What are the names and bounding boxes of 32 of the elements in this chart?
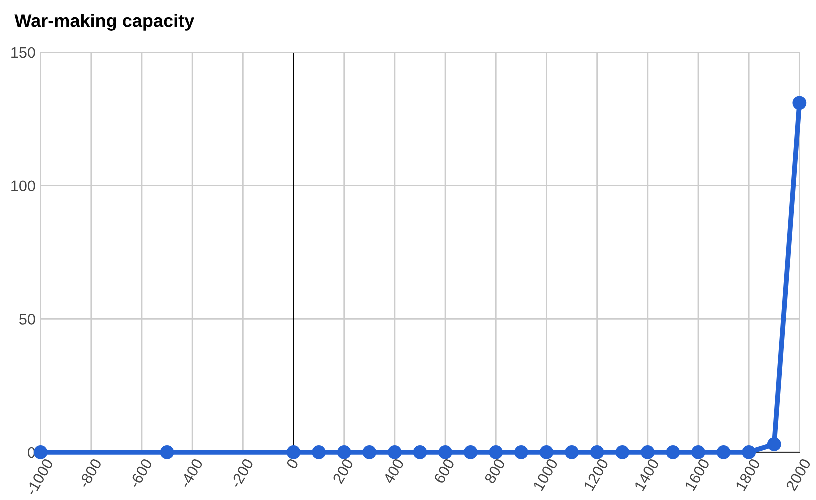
point	[590, 446, 604, 460]
point	[160, 446, 174, 460]
y-tick-label: 150	[12, 47, 36, 58]
point	[792, 96, 807, 110]
point	[489, 446, 504, 460]
x-tick-label: 0	[286, 458, 300, 470]
point	[438, 446, 452, 460]
y-tick-label: 100	[12, 180, 36, 192]
point	[565, 446, 579, 460]
point	[716, 446, 731, 460]
point	[767, 438, 782, 452]
point	[388, 446, 402, 460]
point	[616, 446, 630, 460]
y-tick-label: 50	[20, 314, 36, 325]
x-tick-label: 400	[382, 458, 405, 485]
point	[362, 446, 377, 460]
point	[312, 446, 326, 460]
point	[640, 446, 655, 460]
point	[514, 446, 528, 460]
point	[666, 446, 680, 460]
point	[413, 446, 428, 460]
point	[692, 446, 706, 460]
x-tick-label: 200	[332, 458, 354, 484]
point	[337, 446, 352, 460]
point	[742, 446, 756, 460]
x-tick-label: 600	[434, 458, 456, 484]
x-tick-label: 800	[484, 458, 506, 484]
point	[464, 446, 478, 460]
point	[540, 446, 554, 460]
chart-title: War-making capacity	[14, 14, 195, 31]
point	[34, 446, 48, 460]
point	[286, 446, 301, 460]
